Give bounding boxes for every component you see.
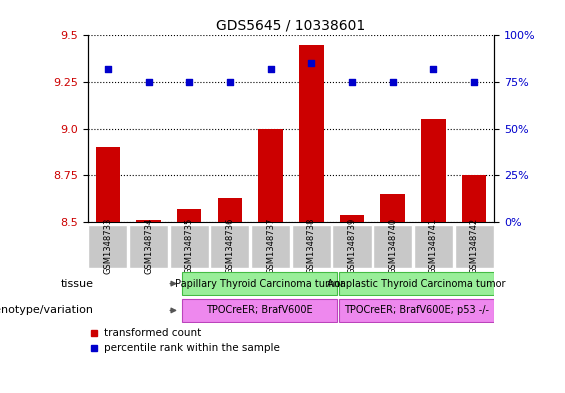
Bar — [177, 209, 202, 222]
Bar — [380, 194, 405, 222]
Text: GSM1348737: GSM1348737 — [266, 217, 275, 274]
Text: GSM1348742: GSM1348742 — [470, 218, 479, 274]
Point — [103, 66, 112, 72]
Text: genotype/variation: genotype/variation — [0, 305, 94, 316]
Bar — [88, 225, 128, 268]
Bar — [251, 225, 290, 268]
Bar — [373, 225, 412, 268]
Text: GSM1348741: GSM1348741 — [429, 218, 438, 274]
Text: GSM1348735: GSM1348735 — [185, 218, 194, 274]
Text: GSM1348734: GSM1348734 — [144, 218, 153, 274]
Point — [388, 79, 397, 85]
Bar — [182, 299, 337, 322]
Point — [429, 66, 438, 72]
Text: TPOCreER; BrafV600E: TPOCreER; BrafV600E — [206, 305, 313, 316]
Text: GSM1348733: GSM1348733 — [103, 217, 112, 274]
Bar — [454, 225, 494, 268]
Text: Papillary Thyroid Carcinoma tumor: Papillary Thyroid Carcinoma tumor — [175, 279, 345, 288]
Bar — [129, 225, 168, 268]
Bar — [292, 225, 331, 268]
Bar — [338, 299, 494, 322]
Text: percentile rank within the sample: percentile rank within the sample — [104, 343, 280, 353]
Bar — [340, 215, 364, 222]
Text: GSM1348736: GSM1348736 — [225, 217, 234, 274]
Point — [266, 66, 275, 72]
Bar — [136, 220, 161, 222]
Point — [225, 79, 234, 85]
Text: transformed count: transformed count — [104, 328, 201, 338]
Bar — [210, 225, 250, 268]
Bar — [182, 272, 337, 295]
Bar — [421, 119, 446, 222]
Bar — [95, 147, 120, 222]
Bar — [170, 225, 209, 268]
Point — [185, 79, 194, 85]
Bar — [414, 225, 453, 268]
Bar — [338, 272, 494, 295]
Bar — [218, 198, 242, 222]
Text: GSM1348739: GSM1348739 — [347, 218, 357, 274]
Point — [144, 79, 153, 85]
Text: GSM1348740: GSM1348740 — [388, 218, 397, 274]
Title: GDS5645 / 10338601: GDS5645 / 10338601 — [216, 19, 366, 33]
Bar — [462, 175, 486, 222]
Text: GSM1348738: GSM1348738 — [307, 217, 316, 274]
Text: tissue: tissue — [61, 279, 94, 288]
Bar — [258, 129, 283, 222]
Text: Anaplastic Thyroid Carcinoma tumor: Anaplastic Thyroid Carcinoma tumor — [327, 279, 506, 288]
Text: TPOCreER; BrafV600E; p53 -/-: TPOCreER; BrafV600E; p53 -/- — [344, 305, 489, 316]
Bar — [332, 225, 372, 268]
Point — [347, 79, 357, 85]
Bar — [299, 45, 324, 222]
Point — [470, 79, 479, 85]
Point — [307, 60, 316, 66]
